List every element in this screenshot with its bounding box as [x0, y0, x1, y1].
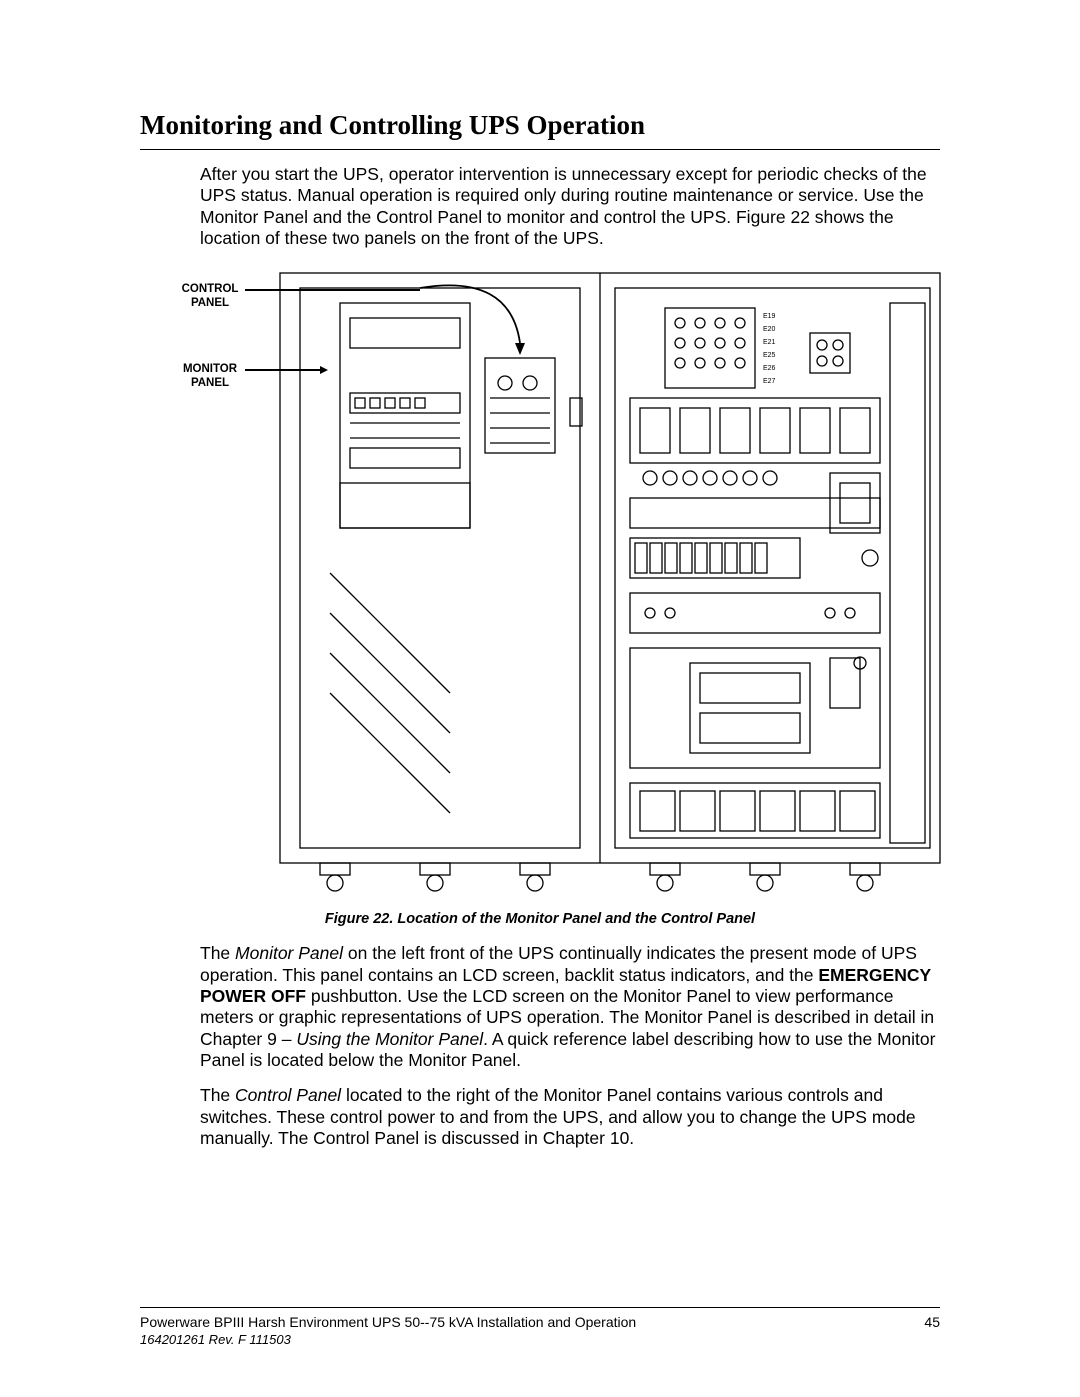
figure-caption: Figure 22. Location of the Monitor Panel…	[140, 911, 940, 927]
paragraph-monitor-panel: The Monitor Panel on the left front of t…	[200, 943, 940, 1071]
p3-pre: The	[200, 1085, 235, 1105]
section-title: Monitoring and Controlling UPS Operation	[140, 110, 940, 141]
p2-em2: Using the Monitor Panel	[296, 1029, 483, 1049]
footer-doc-title: Powerware BPIII Harsh Environment UPS 50…	[140, 1314, 636, 1330]
svg-text:E25: E25	[763, 352, 776, 359]
svg-text:E26: E26	[763, 365, 776, 372]
ups-diagram: E19 E20 E21 E25 E26 E27	[270, 263, 950, 903]
intro-paragraph: After you start the UPS, operator interv…	[200, 164, 940, 249]
svg-text:E21: E21	[763, 339, 776, 346]
svg-text:E20: E20	[763, 326, 776, 333]
divider-bottom	[140, 1307, 940, 1308]
figure-22: CONTROLPANEL MONITORPANEL	[140, 263, 940, 903]
callout-monitor-panel: MONITORPANEL	[175, 363, 245, 389]
page-footer: Powerware BPIII Harsh Environment UPS 50…	[140, 1307, 940, 1347]
p3-em: Control Panel	[235, 1085, 341, 1105]
svg-text:E19: E19	[763, 313, 776, 320]
svg-text:E27: E27	[763, 378, 776, 385]
p2-pre: The	[200, 943, 235, 963]
paragraph-control-panel: The Control Panel located to the right o…	[200, 1085, 940, 1149]
p2-em1: Monitor Panel	[235, 943, 343, 963]
page-number: 45	[924, 1314, 940, 1330]
divider-top	[140, 149, 940, 150]
footer-revision: 164201261 Rev. F 111503	[140, 1332, 940, 1347]
callout-control-panel: CONTROLPANEL	[175, 283, 245, 309]
